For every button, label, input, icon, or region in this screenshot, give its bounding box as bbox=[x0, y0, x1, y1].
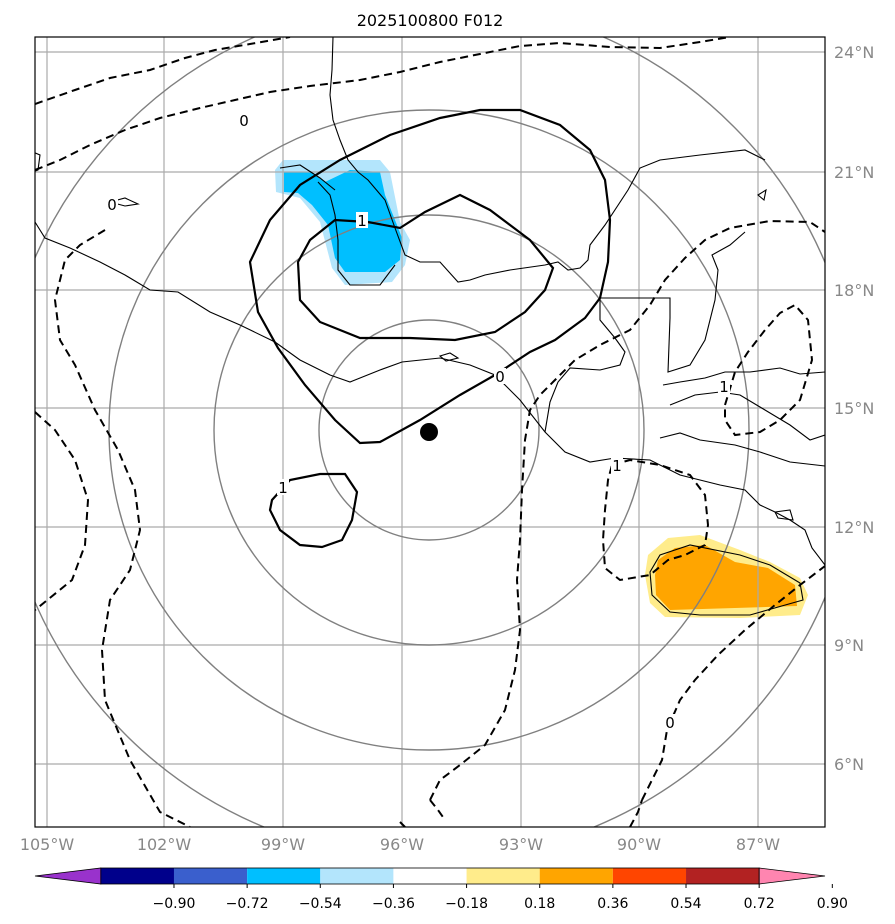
colorbar-segment bbox=[247, 868, 321, 884]
contour-label: 0 bbox=[665, 714, 675, 732]
storm-center-marker bbox=[420, 423, 438, 441]
colorbar-tick-label: 0.72 bbox=[744, 896, 775, 912]
colorbar-extend-high bbox=[758, 867, 826, 885]
lat-lon-grid bbox=[35, 37, 825, 827]
coastlines bbox=[35, 37, 825, 616]
lat-tick-label: 6°N bbox=[834, 755, 864, 774]
colorbar-tick-label: −0.72 bbox=[226, 896, 269, 912]
colorbar-tick-label: 0.54 bbox=[670, 896, 701, 912]
lon-tick-label: 90°W bbox=[617, 835, 661, 854]
colorbar-segment bbox=[393, 868, 467, 884]
colorbar-tick-label: −0.54 bbox=[299, 896, 342, 912]
lat-tick-label: 12°N bbox=[834, 518, 874, 537]
map-area: 0 0 1 1 1 0 1 0 bbox=[35, 37, 825, 827]
colorbar-segment bbox=[320, 868, 394, 884]
colorbar bbox=[34, 867, 826, 885]
colorbar-tick-label: −0.36 bbox=[372, 896, 415, 912]
longitude-tick-labels: 105°W 102°W 99°W 96°W 93°W 90°W 87°W bbox=[20, 835, 780, 854]
lon-tick-label: 87°W bbox=[736, 835, 780, 854]
lon-tick-label: 96°W bbox=[380, 835, 424, 854]
contour-label: 0 bbox=[107, 196, 117, 214]
dashed-contours bbox=[35, 37, 825, 827]
lon-tick-label: 105°W bbox=[20, 835, 75, 854]
colorbar-segment bbox=[466, 868, 540, 884]
colorbar-tick-label: 0.90 bbox=[817, 896, 848, 912]
contour-label: 1 bbox=[278, 479, 288, 497]
colorbar-segment bbox=[100, 868, 174, 884]
contour-label: 1 bbox=[612, 457, 622, 475]
lon-tick-label: 102°W bbox=[137, 835, 192, 854]
colorbar-segment bbox=[173, 868, 248, 884]
contour-label: 1 bbox=[719, 378, 729, 396]
colorbar-tick-label: 0.18 bbox=[524, 896, 555, 912]
colorbar-segment bbox=[686, 868, 760, 884]
lat-tick-label: 18°N bbox=[834, 281, 874, 300]
latitude-tick-labels: 24°N 21°N 18°N 15°N 12°N 9°N 6°N bbox=[834, 43, 874, 774]
lat-tick-label: 21°N bbox=[834, 163, 874, 182]
lat-tick-label: 9°N bbox=[834, 636, 864, 655]
colorbar-segment bbox=[612, 868, 687, 884]
lon-tick-label: 99°W bbox=[261, 835, 305, 854]
range-rings bbox=[35, 37, 825, 827]
colorbar-extend-low bbox=[34, 867, 102, 885]
contour-label: 1 bbox=[357, 212, 367, 230]
colorbar-tick-label: −0.18 bbox=[445, 896, 488, 912]
contour-label: 0 bbox=[495, 368, 505, 386]
lon-tick-label: 93°W bbox=[499, 835, 543, 854]
colorbar-segment bbox=[539, 868, 613, 884]
colorbar-tick-labels: −0.90 −0.72 −0.54 −0.36 −0.18 0.18 0.36 0.54 0.7… bbox=[153, 884, 848, 912]
lat-tick-label: 24°N bbox=[834, 43, 874, 62]
map-frame bbox=[34, 36, 826, 828]
contour-labels: 0 0 1 1 1 0 1 0 bbox=[106, 112, 730, 732]
colorbar-tick-label: −0.90 bbox=[153, 896, 196, 912]
lat-tick-label: 15°N bbox=[834, 399, 874, 418]
figure-title: 2025100800 F012 bbox=[357, 11, 504, 30]
colorbar-tick-label: 0.36 bbox=[597, 896, 628, 912]
contour-label: 0 bbox=[239, 112, 249, 130]
positive-anomaly-region bbox=[645, 535, 808, 618]
